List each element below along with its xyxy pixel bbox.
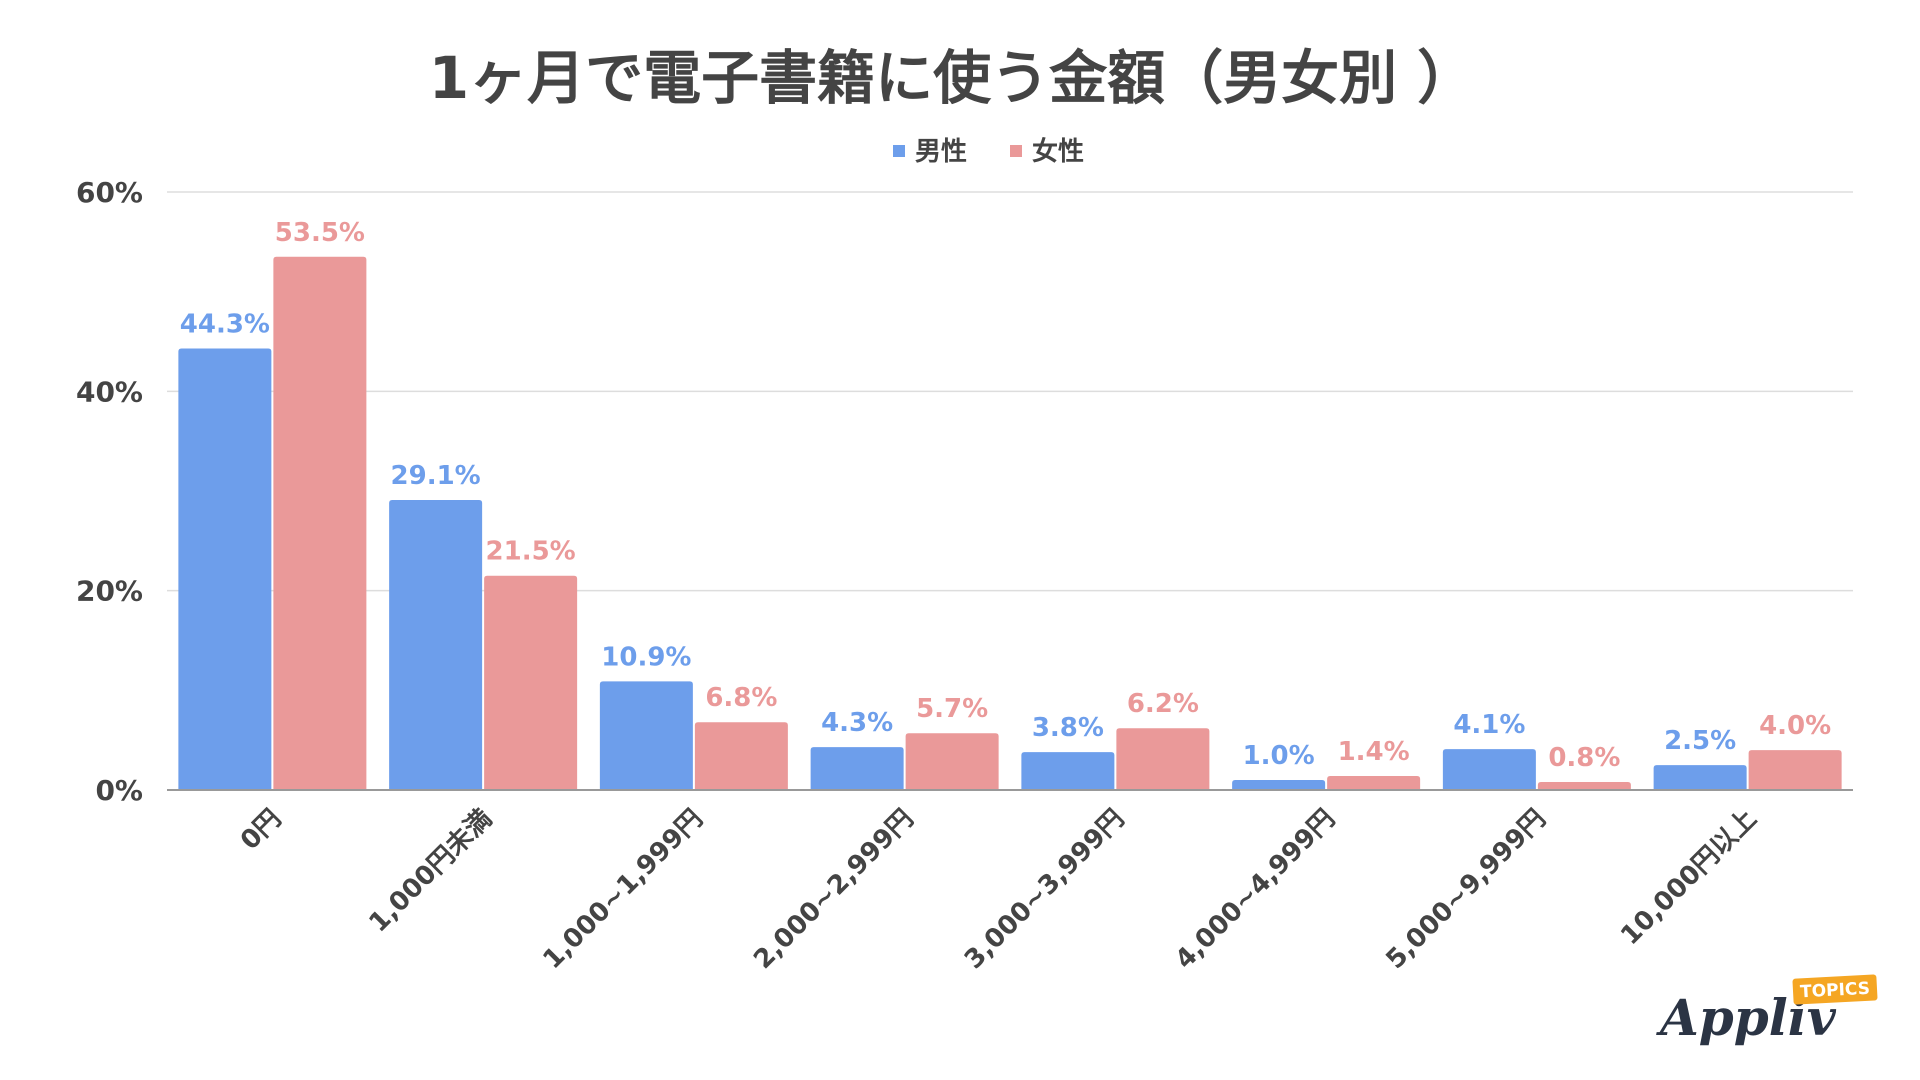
bar-female-3 — [905, 733, 999, 790]
bars — [178, 256, 1842, 790]
bar-female-5 — [1327, 776, 1421, 790]
logo-badge: TOPICS — [1792, 974, 1878, 1005]
x-tick-label: 2,000~2,999円 — [748, 804, 919, 975]
y-tick-label: 60% — [76, 176, 143, 209]
legend-swatch-1 — [1010, 145, 1022, 157]
data-label-female-3: 5.7% — [916, 694, 988, 724]
data-label-female-0: 53.5% — [275, 218, 365, 248]
y-tick-label: 20% — [76, 575, 143, 608]
x-tick-label: 3,000~3,999円 — [959, 804, 1130, 975]
bar-female-7 — [1748, 750, 1842, 790]
chart-title: 1ヶ月で電子書籍に使う金額（男女別 ） — [429, 44, 1476, 112]
legend: 男性 女性 — [893, 136, 1084, 167]
bar-female-4 — [1116, 728, 1210, 790]
x-tick-label: 1,000~1,999円 — [538, 804, 709, 975]
data-label-male-4: 3.8% — [1032, 713, 1104, 743]
bar-male-0 — [178, 348, 272, 790]
bar-male-2 — [599, 681, 693, 790]
data-label-male-7: 2.5% — [1664, 726, 1736, 756]
x-tick-label: 5,000~9,999円 — [1381, 804, 1552, 975]
bar-male-6 — [1442, 749, 1536, 790]
bar-male-5 — [1232, 780, 1326, 790]
legend-label-0: 男性 — [915, 137, 967, 167]
data-labels: 44.3% 53.5% 29.1% 21.5% 10.9% 6.8% 4.3% 5.7% 3.8… — [180, 218, 1831, 773]
data-label-female-5: 1.4% — [1338, 737, 1410, 767]
y-axis-ticks: 0% 20% 40% 60% — [76, 176, 143, 807]
data-label-female-2: 6.8% — [705, 683, 777, 713]
data-label-male-5: 1.0% — [1243, 741, 1315, 771]
x-tick-label: 0円 — [235, 804, 287, 856]
logo-badge-background — [1792, 974, 1878, 1005]
logo-badge-text: TOPICS — [1800, 979, 1871, 1003]
bar-female-0 — [273, 256, 367, 790]
bar-male-1 — [389, 499, 483, 790]
data-label-male-6: 4.1% — [1453, 710, 1525, 740]
data-label-male-2: 10.9% — [601, 642, 691, 672]
data-label-male-1: 29.1% — [391, 461, 481, 491]
bar-female-1 — [484, 575, 578, 790]
x-tick-label: 1,000円未満 — [364, 804, 499, 939]
bar-female-6 — [1537, 782, 1631, 790]
data-label-female-1: 21.5% — [486, 537, 576, 567]
y-tick-label: 0% — [95, 774, 143, 807]
appliv-topics-logo: Appliv TOPICS — [1656, 974, 1878, 1047]
x-tick-label: 10,000円以上 — [1615, 804, 1762, 951]
data-label-male-3: 4.3% — [821, 708, 893, 738]
x-axis-ticks: 0円 1,000円未満 1,000~1,999円 2,000~2,999円 3,000~… — [235, 804, 1763, 975]
data-label-female-6: 0.8% — [1548, 743, 1620, 773]
legend-label-1: 女性 — [1032, 136, 1084, 167]
y-tick-label: 40% — [76, 375, 143, 408]
data-label-female-7: 4.0% — [1759, 711, 1831, 741]
bar-female-2 — [694, 722, 788, 790]
bar-male-4 — [1021, 752, 1115, 790]
x-tick-label: 4,000~4,999円 — [1170, 804, 1341, 975]
data-label-female-4: 6.2% — [1127, 689, 1199, 719]
legend-swatch-0 — [893, 145, 905, 157]
data-label-male-0: 44.3% — [180, 309, 270, 339]
bar-male-7 — [1653, 765, 1747, 790]
bar-male-3 — [810, 747, 904, 790]
